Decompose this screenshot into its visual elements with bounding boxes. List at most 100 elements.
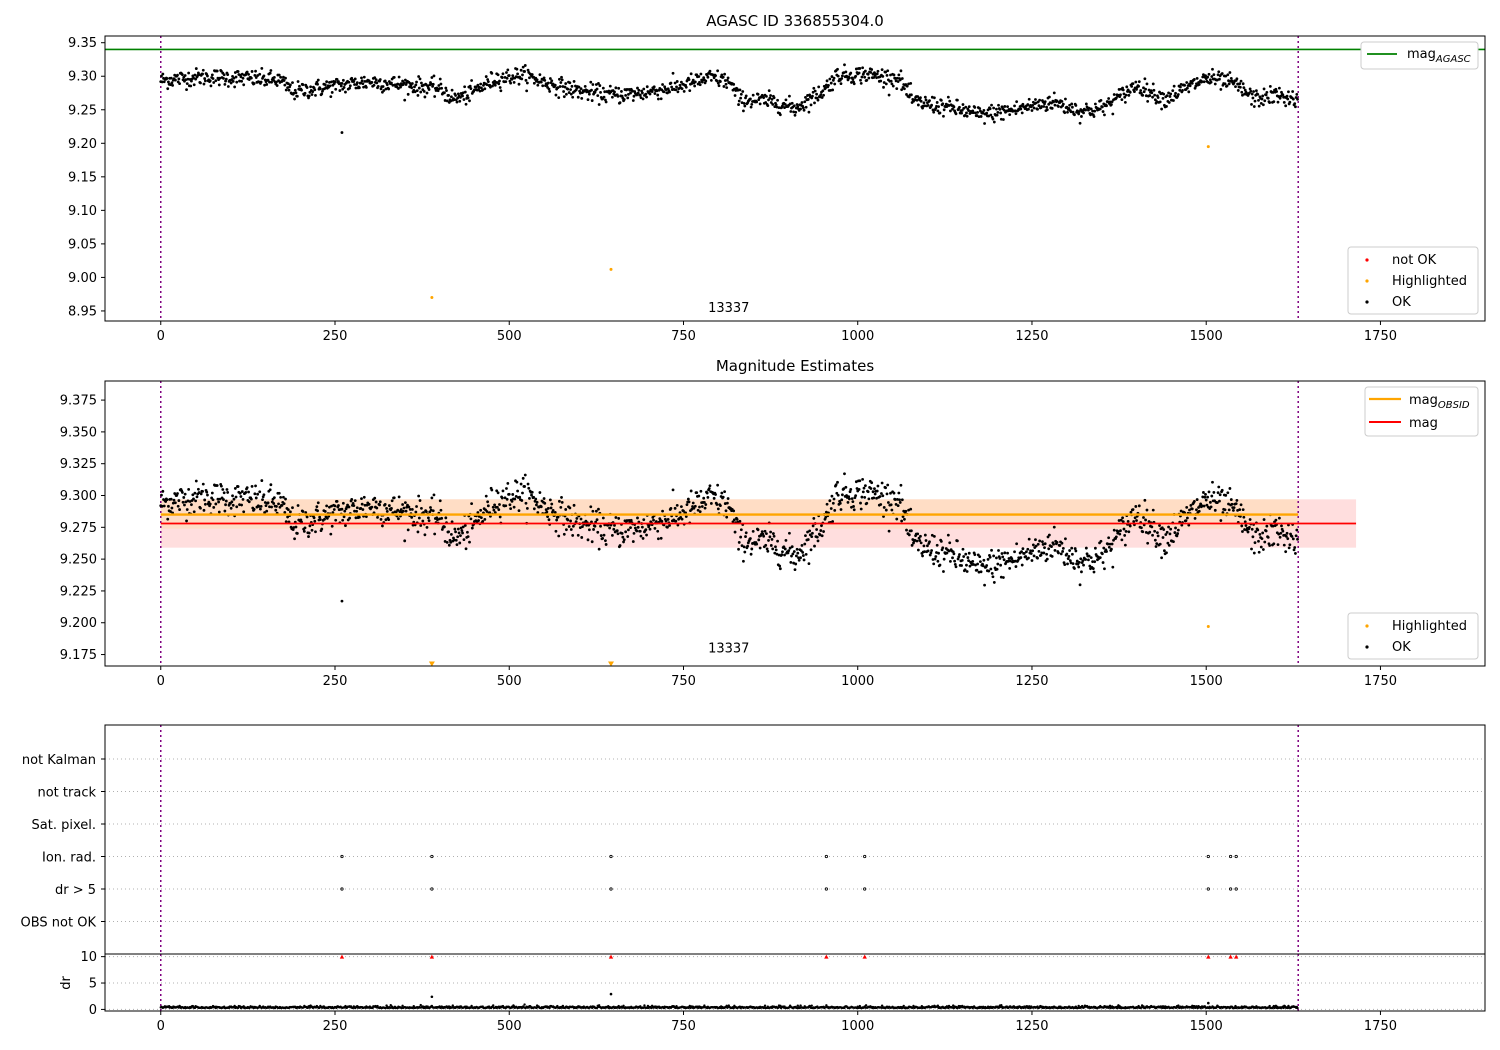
ok-point bbox=[1142, 516, 1145, 519]
ok-point bbox=[974, 563, 977, 567]
ok-point bbox=[1176, 93, 1180, 96]
estimates-panel: Magnitude Estimates 0 250 500 750 1000 1250 15… bbox=[60, 357, 1486, 689]
ok-point bbox=[504, 80, 508, 84]
ok-point bbox=[370, 505, 374, 509]
ok-point bbox=[1106, 542, 1110, 546]
ok-point bbox=[1285, 94, 1289, 98]
ok-point bbox=[295, 94, 299, 98]
ok-point bbox=[755, 542, 759, 546]
ok-point bbox=[1235, 499, 1239, 502]
ok-point bbox=[617, 86, 621, 90]
ok-point bbox=[1280, 524, 1283, 528]
ok-point bbox=[1264, 93, 1268, 97]
dr-point bbox=[810, 1004, 813, 1007]
ok-point bbox=[732, 518, 736, 522]
ok-point bbox=[226, 85, 230, 88]
ok-point bbox=[909, 93, 913, 97]
ok-point bbox=[629, 91, 632, 95]
ok-point bbox=[878, 495, 882, 498]
ok-point bbox=[1078, 583, 1082, 587]
ok-point bbox=[1165, 105, 1168, 108]
ok-point bbox=[703, 506, 707, 510]
ok-point bbox=[720, 73, 724, 77]
ok-point bbox=[294, 525, 298, 529]
ok-point bbox=[233, 71, 237, 74]
ok-point bbox=[664, 519, 668, 523]
ok-point bbox=[1029, 549, 1032, 553]
ok-point bbox=[725, 515, 729, 519]
ok-point bbox=[679, 80, 683, 84]
ok-point bbox=[1254, 530, 1258, 534]
ok-point bbox=[390, 81, 393, 85]
ok-point bbox=[781, 550, 784, 554]
ok-point bbox=[330, 524, 334, 528]
ok-point bbox=[992, 581, 996, 584]
ok-point bbox=[392, 76, 396, 79]
ok-point bbox=[566, 87, 570, 91]
ok-point bbox=[783, 106, 786, 109]
ok-point bbox=[900, 498, 904, 502]
ok-point bbox=[775, 105, 779, 109]
ok-point bbox=[223, 83, 227, 86]
ok-point bbox=[1008, 113, 1012, 117]
ok-point bbox=[493, 503, 497, 507]
ok-point bbox=[824, 86, 828, 90]
ok-point bbox=[739, 92, 743, 96]
ok-point bbox=[238, 503, 241, 507]
ok-point bbox=[330, 504, 333, 508]
ok-point bbox=[820, 96, 824, 99]
ok-point bbox=[875, 76, 878, 80]
ok-point bbox=[886, 501, 890, 504]
ok-point bbox=[385, 83, 389, 86]
ok-point bbox=[652, 518, 655, 522]
ok-point bbox=[277, 502, 280, 506]
ok-point bbox=[827, 83, 830, 87]
ok-point bbox=[1134, 505, 1138, 508]
ok-point bbox=[1207, 490, 1211, 494]
ok-point bbox=[954, 112, 958, 116]
ok-point bbox=[680, 87, 684, 91]
ok-point bbox=[569, 519, 572, 523]
ok-point bbox=[1155, 542, 1159, 545]
ok-point bbox=[885, 73, 889, 77]
ok-point bbox=[1251, 96, 1255, 100]
ok-point bbox=[1101, 561, 1105, 564]
ok-point bbox=[1108, 542, 1112, 546]
ok-point bbox=[756, 92, 760, 96]
ok-point bbox=[989, 567, 993, 571]
ok-point bbox=[830, 494, 834, 498]
ok-point bbox=[930, 103, 934, 107]
estimates-x-tick-label: 1750 bbox=[1364, 674, 1397, 689]
ok-point bbox=[1121, 516, 1124, 520]
ok-point bbox=[1161, 96, 1165, 100]
ok-point bbox=[652, 87, 655, 91]
ok-point bbox=[599, 91, 602, 94]
flag-event-marker bbox=[1229, 854, 1233, 859]
ok-point bbox=[1204, 74, 1207, 78]
ok-point bbox=[712, 76, 716, 80]
ok-point bbox=[1151, 508, 1155, 512]
ok-point bbox=[193, 73, 197, 77]
ok-point bbox=[986, 108, 990, 112]
ok-point bbox=[431, 82, 435, 86]
ok-point bbox=[624, 93, 628, 97]
ok-point bbox=[1001, 576, 1005, 579]
ok-point bbox=[978, 555, 982, 559]
ok-point bbox=[303, 526, 307, 530]
ok-point bbox=[1172, 540, 1175, 543]
ok-point bbox=[907, 508, 911, 512]
ok-point bbox=[1257, 104, 1261, 108]
ok-point bbox=[1200, 80, 1204, 84]
ok-point bbox=[698, 510, 702, 514]
ok-point bbox=[1248, 518, 1252, 521]
ok-point bbox=[232, 497, 236, 501]
ok-point bbox=[1206, 75, 1210, 79]
ok-point bbox=[160, 74, 163, 78]
ok-point bbox=[199, 81, 202, 85]
ok-point bbox=[417, 75, 421, 78]
ok-point bbox=[1061, 547, 1065, 550]
ok-point bbox=[384, 518, 388, 522]
ok-point bbox=[1209, 80, 1213, 84]
flag-row-label: not track bbox=[37, 786, 96, 801]
ok-point bbox=[939, 539, 943, 543]
